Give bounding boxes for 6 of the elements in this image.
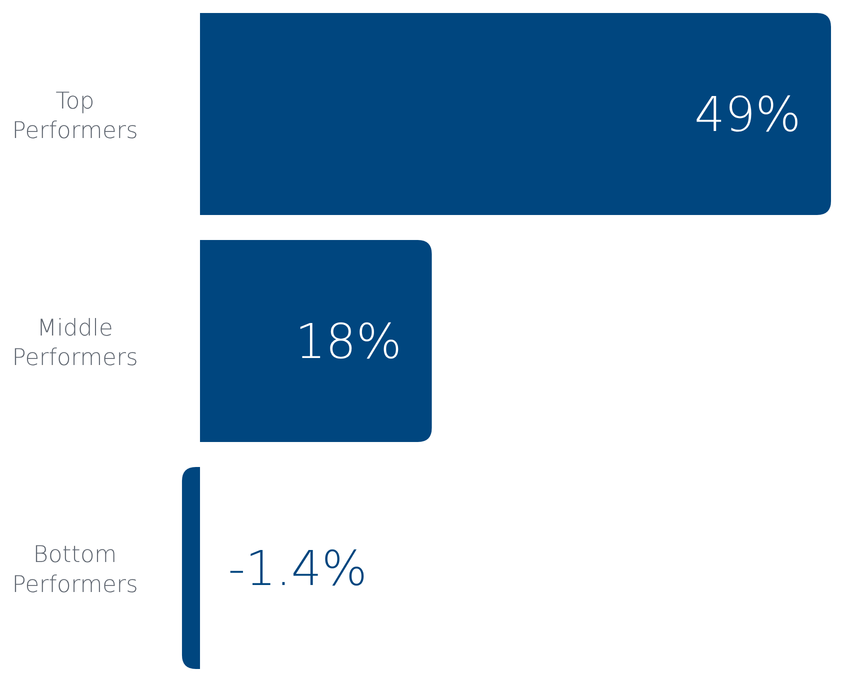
- data-label: 49%: [694, 86, 801, 143]
- data-label: -1.4%: [228, 540, 368, 597]
- y-tick-label: Top Performers: [12, 88, 138, 144]
- y-tick-label: Middle Performers: [12, 315, 138, 372]
- y-tick-label: Bottom Performers: [12, 542, 138, 598]
- data-label: 18%: [295, 314, 402, 370]
